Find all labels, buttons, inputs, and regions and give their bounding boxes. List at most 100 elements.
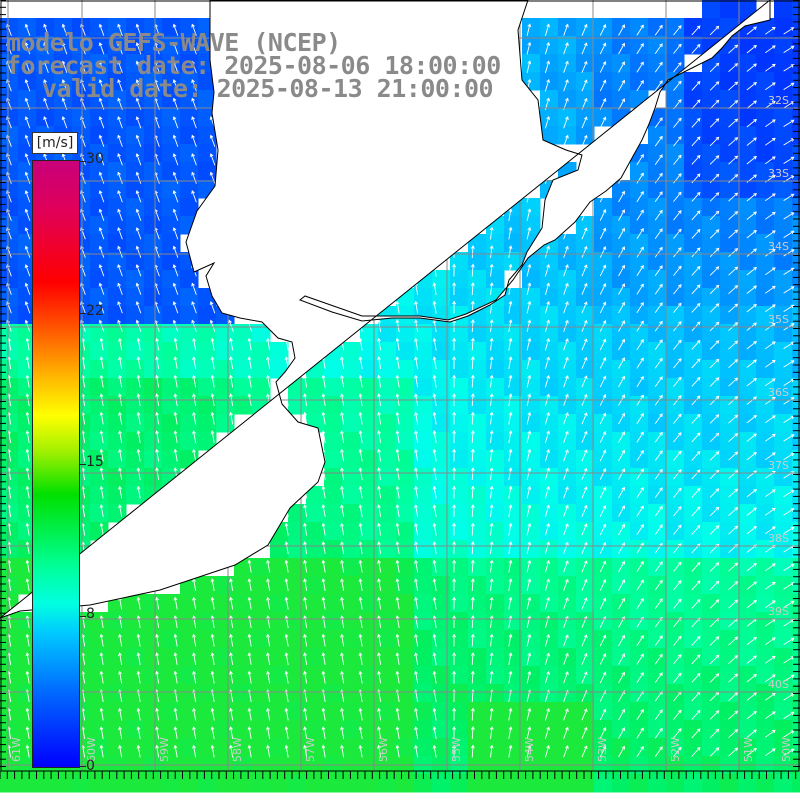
wind-cell [756,666,775,685]
wind-arrow-head [508,541,513,546]
wind-arrow [544,560,550,573]
wind-arrow-head [43,23,47,28]
wind-arrow [193,449,197,462]
wind-arrow [783,230,795,239]
valid-date: valid date: 2025-08-13 21:00:00 [42,74,494,103]
wind-cell [774,234,793,253]
wind-cell [576,54,595,73]
wind-cell [18,306,37,325]
wind-arrow-head [771,211,776,216]
wind-arrow [119,431,123,444]
wind-arrow-head [377,615,381,620]
wind-cell [612,612,631,631]
wind-arrow [119,653,123,666]
wind-arrow-head [6,153,10,158]
wind-arrow-head [659,524,663,529]
wind-arrow-head [321,578,326,583]
wind-arrow-head [266,356,270,361]
wind-arrow-head [659,672,663,677]
wind-cell [558,414,577,433]
wind-arrow-head [771,193,776,197]
wind-cell [648,720,667,739]
wind-arrow-head [24,319,29,324]
wind-cell [450,720,469,739]
wind-arrow-head [321,726,326,731]
wind-arrow-head [696,339,701,344]
wind-arrow [490,468,493,481]
wind-arrow [783,27,795,35]
wind-cell [774,108,793,127]
wind-cell [702,126,721,145]
wind-cell [630,774,649,793]
wind-arrow [691,395,701,406]
wind-arrow-head [172,153,177,158]
wind-arrow [636,43,644,55]
wind-cell [522,774,541,793]
wind-cell [666,522,685,541]
wind-arrow [396,616,400,629]
wind-cell [180,648,199,667]
wind-cell [774,198,793,217]
wind-arrow [599,524,606,536]
wind-cell [468,414,487,433]
wind-cell [360,684,379,703]
wind-arrow-head [678,265,682,270]
wind-arrow-head [414,430,418,435]
wind-arrow [341,542,345,555]
wind-cell [774,522,793,541]
wind-cell [540,540,559,559]
wind-arrow-head [715,710,720,714]
wind-arrow-head [734,507,739,511]
wind-arrow [764,563,776,572]
wind-cell [522,450,541,469]
wind-arrow-head [172,282,177,287]
wind-cell [522,306,541,325]
wind-arrow [563,727,569,739]
wind-cell [468,342,487,361]
wind-arrow [304,560,308,573]
wind-cell [792,504,800,523]
wind-cell [504,702,523,721]
wind-arrow-head [358,596,363,601]
wind-arrow [654,117,663,129]
wind-arrow-head [266,596,270,601]
wind-arrow [544,61,550,73]
wind-cell [540,378,559,397]
wind-arrow-head [771,748,776,752]
wind-arrow [117,42,123,55]
wind-arrow [119,505,123,518]
wind-arrow-head [117,319,121,324]
wind-arrow [117,227,123,240]
wind-cell [612,648,631,667]
wind-arrow [304,542,308,555]
wind-arrow [508,616,512,629]
wind-cell [738,36,757,55]
wind-arrow [764,304,776,313]
wind-arrow [119,616,123,629]
wind-cell [792,126,800,145]
wind-arrow [137,671,141,684]
wind-arrow-head [790,286,795,290]
wind-arrow [654,136,663,147]
wind-cell [414,612,433,631]
wind-cell [720,360,739,379]
wind-arrow-head [377,430,381,435]
wind-arrow [636,672,644,684]
wind-arrow [248,560,252,573]
wind-cell [162,288,181,307]
wind-cell [522,36,541,55]
wind-arrow [764,211,776,220]
wind-arrow-head [753,248,757,252]
wind-cell [774,162,793,181]
wind-arrow-head [395,356,400,361]
wind-arrow [581,283,588,295]
wind-arrow-head [640,542,644,547]
wind-arrow [396,320,400,333]
wind-cell [198,594,217,613]
wind-arrow [211,745,215,758]
wind-arrow-head [659,172,663,177]
wind-cell [252,702,271,721]
wind-arrow-head [247,374,252,379]
wind-arrow-head [209,116,214,121]
wind-arrow [433,486,437,499]
